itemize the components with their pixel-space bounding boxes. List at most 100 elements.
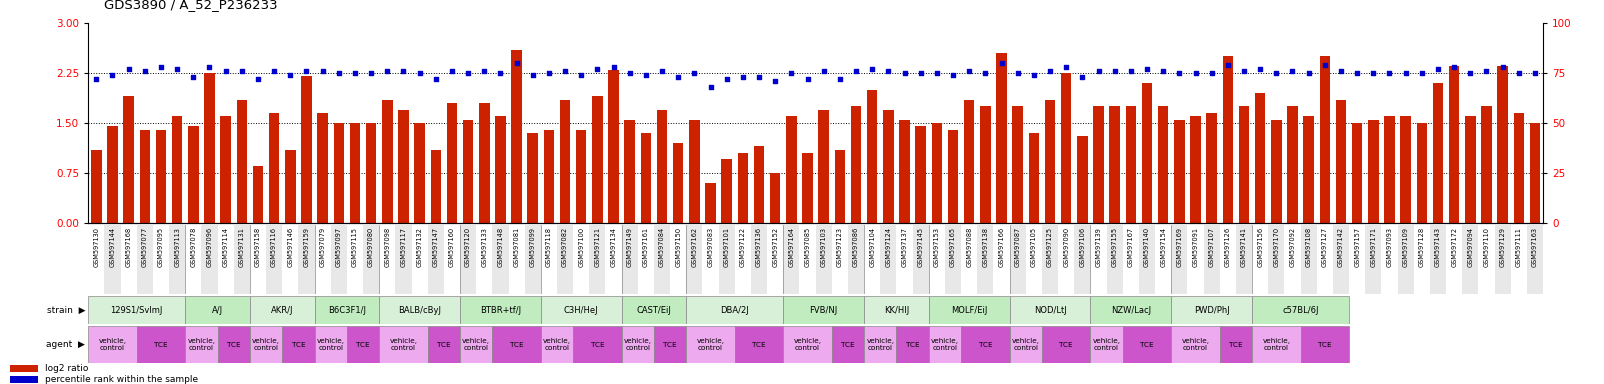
Bar [253, 166, 263, 223]
Bar [330, 225, 346, 294]
Bar [948, 129, 958, 223]
Bar [10, 365, 38, 372]
Bar [1285, 225, 1301, 294]
Text: GDS3890 / A_52_P236233: GDS3890 / A_52_P236233 [104, 0, 277, 12]
Bar [961, 326, 1009, 363]
Bar [184, 225, 202, 294]
Text: agent  ▶: agent ▶ [47, 340, 85, 349]
Text: GSM597159: GSM597159 [303, 227, 310, 267]
Point [197, 64, 223, 70]
Bar [557, 225, 573, 294]
Bar [446, 103, 457, 223]
Point [1166, 70, 1192, 76]
Text: vehicle,
control: vehicle, control [252, 338, 281, 351]
Bar [156, 129, 167, 223]
Point [602, 64, 627, 70]
Bar [1269, 225, 1285, 294]
Text: GSM597115: GSM597115 [351, 227, 358, 267]
Bar [382, 99, 393, 223]
Point [794, 76, 820, 82]
Text: GSM597150: GSM597150 [675, 227, 682, 267]
Bar [608, 70, 619, 223]
Bar [1044, 99, 1055, 223]
Bar [605, 225, 622, 294]
Bar [1384, 116, 1395, 223]
Bar [460, 225, 476, 294]
Bar [250, 225, 266, 294]
Text: BALB/cByJ: BALB/cByJ [398, 306, 441, 314]
Text: GSM597127: GSM597127 [1322, 227, 1328, 267]
Bar [1206, 113, 1217, 223]
Bar [1381, 225, 1397, 294]
Text: GSM597108: GSM597108 [1306, 227, 1312, 267]
Bar [1336, 99, 1346, 223]
Text: GSM597139: GSM597139 [1096, 227, 1102, 266]
Bar [91, 149, 101, 223]
Bar [286, 149, 295, 223]
Point [439, 68, 465, 74]
Text: GSM597161: GSM597161 [643, 227, 650, 267]
Text: GSM597106: GSM597106 [1079, 227, 1086, 267]
Point [115, 66, 141, 72]
Bar [1304, 116, 1314, 223]
Bar [932, 123, 942, 223]
Text: TCE: TCE [906, 342, 919, 348]
Text: GSM597125: GSM597125 [1047, 227, 1052, 267]
Point [1198, 70, 1224, 76]
Point [1376, 70, 1402, 76]
Text: TCE: TCE [356, 342, 371, 348]
Bar [573, 225, 589, 294]
Bar [1009, 225, 1027, 294]
Text: c57BL/6J: c57BL/6J [1282, 306, 1318, 314]
Point [1232, 68, 1258, 74]
Bar [913, 225, 929, 294]
Point [812, 68, 837, 74]
Bar [1027, 225, 1043, 294]
Bar [1171, 225, 1187, 294]
Text: GSM597167: GSM597167 [1128, 227, 1134, 267]
Point [618, 70, 643, 76]
Bar [929, 225, 945, 294]
Bar [1511, 225, 1527, 294]
Text: GSM597098: GSM597098 [385, 227, 390, 267]
Bar [996, 53, 1007, 223]
Point [1022, 72, 1047, 78]
Bar [897, 225, 913, 294]
Bar [865, 326, 897, 363]
Text: vehicle,
control: vehicle, control [696, 338, 725, 351]
Text: GSM597092: GSM597092 [1290, 227, 1296, 267]
Point [1038, 68, 1063, 74]
Bar [802, 153, 813, 223]
Bar [1043, 326, 1091, 363]
Bar [314, 225, 330, 294]
Bar [640, 133, 651, 223]
Bar [428, 225, 444, 294]
Bar [480, 103, 489, 223]
Text: GSM597079: GSM597079 [319, 227, 326, 267]
Bar [719, 225, 735, 294]
Point [892, 70, 917, 76]
Bar [379, 326, 428, 363]
Bar [1012, 106, 1023, 223]
Bar [1254, 93, 1266, 223]
Bar [897, 326, 929, 363]
Bar [1333, 225, 1349, 294]
Text: vehicle,
control: vehicle, control [316, 338, 345, 351]
Text: TCE: TCE [664, 342, 677, 348]
Bar [1094, 106, 1104, 223]
Bar [476, 225, 492, 294]
Bar [346, 225, 363, 294]
Text: FVB/NJ: FVB/NJ [810, 306, 837, 314]
Bar [964, 99, 975, 223]
Point [1070, 74, 1096, 80]
Bar [318, 113, 327, 223]
Text: GSM597093: GSM597093 [1386, 227, 1392, 267]
Bar [1352, 123, 1362, 223]
Text: GSM597077: GSM597077 [141, 227, 148, 267]
Bar [993, 225, 1009, 294]
Bar [1091, 225, 1107, 294]
Bar [881, 225, 897, 294]
Text: NOD/LtJ: NOD/LtJ [1033, 306, 1067, 314]
Bar [674, 143, 683, 223]
Text: GSM597087: GSM597087 [1015, 227, 1020, 267]
